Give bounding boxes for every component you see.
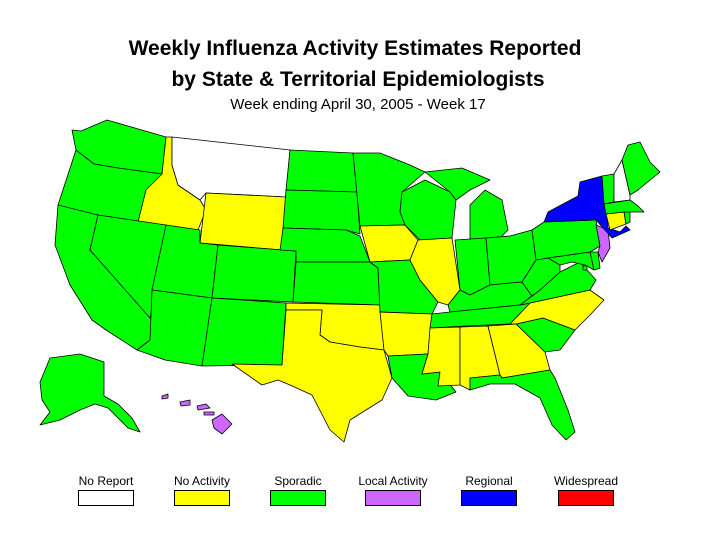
- legend-label: Local Activity: [358, 474, 428, 488]
- state-DC[interactable]: [582, 265, 588, 271]
- state-MT[interactable]: [171, 136, 291, 201]
- legend-swatch: [174, 490, 230, 506]
- state-FL[interactable]: [469, 369, 576, 441]
- state-DE[interactable]: [589, 251, 601, 271]
- legend-label: No Activity: [173, 474, 230, 488]
- legend-swatch: [78, 490, 134, 506]
- state-IN[interactable]: [454, 237, 491, 296]
- state-MA[interactable]: [603, 199, 645, 215]
- legend-swatch: [365, 490, 421, 506]
- legend-swatch: [270, 490, 326, 506]
- state-CT[interactable]: [605, 211, 627, 231]
- legend-item-sporadic: Sporadic: [248, 474, 348, 506]
- state-SD[interactable]: [282, 189, 361, 235]
- legend-swatch: [461, 490, 517, 506]
- state-NH[interactable]: [613, 159, 631, 203]
- state-VT[interactable]: [601, 173, 615, 205]
- map-title-line2: by State & Territorial Epidemiologists: [171, 68, 545, 91]
- state-ND[interactable]: [285, 149, 358, 193]
- legend-label: No Report: [78, 474, 134, 488]
- legend-item-no-report: No Report: [56, 474, 156, 506]
- state-AR[interactable]: [379, 311, 433, 357]
- legend-label: Sporadic: [274, 474, 322, 488]
- state-WY[interactable]: [199, 192, 287, 251]
- legend-item-local-activity: Local Activity: [343, 474, 443, 506]
- state-IA[interactable]: [359, 224, 419, 263]
- legend-swatch: [558, 490, 614, 506]
- legend-item-no-activity: No Activity: [152, 474, 252, 506]
- map-title: Weekly Influenza Activity Estimates Repo…: [128, 37, 582, 60]
- state-TX[interactable]: [231, 309, 393, 443]
- state-KS[interactable]: [292, 261, 381, 306]
- legend-label: Regional: [465, 474, 513, 488]
- legend-label: Widespread: [553, 474, 619, 488]
- state-AK[interactable]: [39, 353, 141, 433]
- state-NY[interactable]: [543, 175, 631, 239]
- legend-item-regional: Regional: [439, 474, 539, 506]
- state-ME[interactable]: [621, 141, 661, 196]
- state-HI[interactable]: [161, 393, 233, 435]
- legend-item-widespread: Widespread: [536, 474, 636, 506]
- state-IL[interactable]: [409, 237, 461, 306]
- state-CO[interactable]: [211, 244, 297, 303]
- state-NM[interactable]: [201, 297, 287, 367]
- map-subtitle: Week ending April 30, 2005 - Week 17: [230, 96, 486, 113]
